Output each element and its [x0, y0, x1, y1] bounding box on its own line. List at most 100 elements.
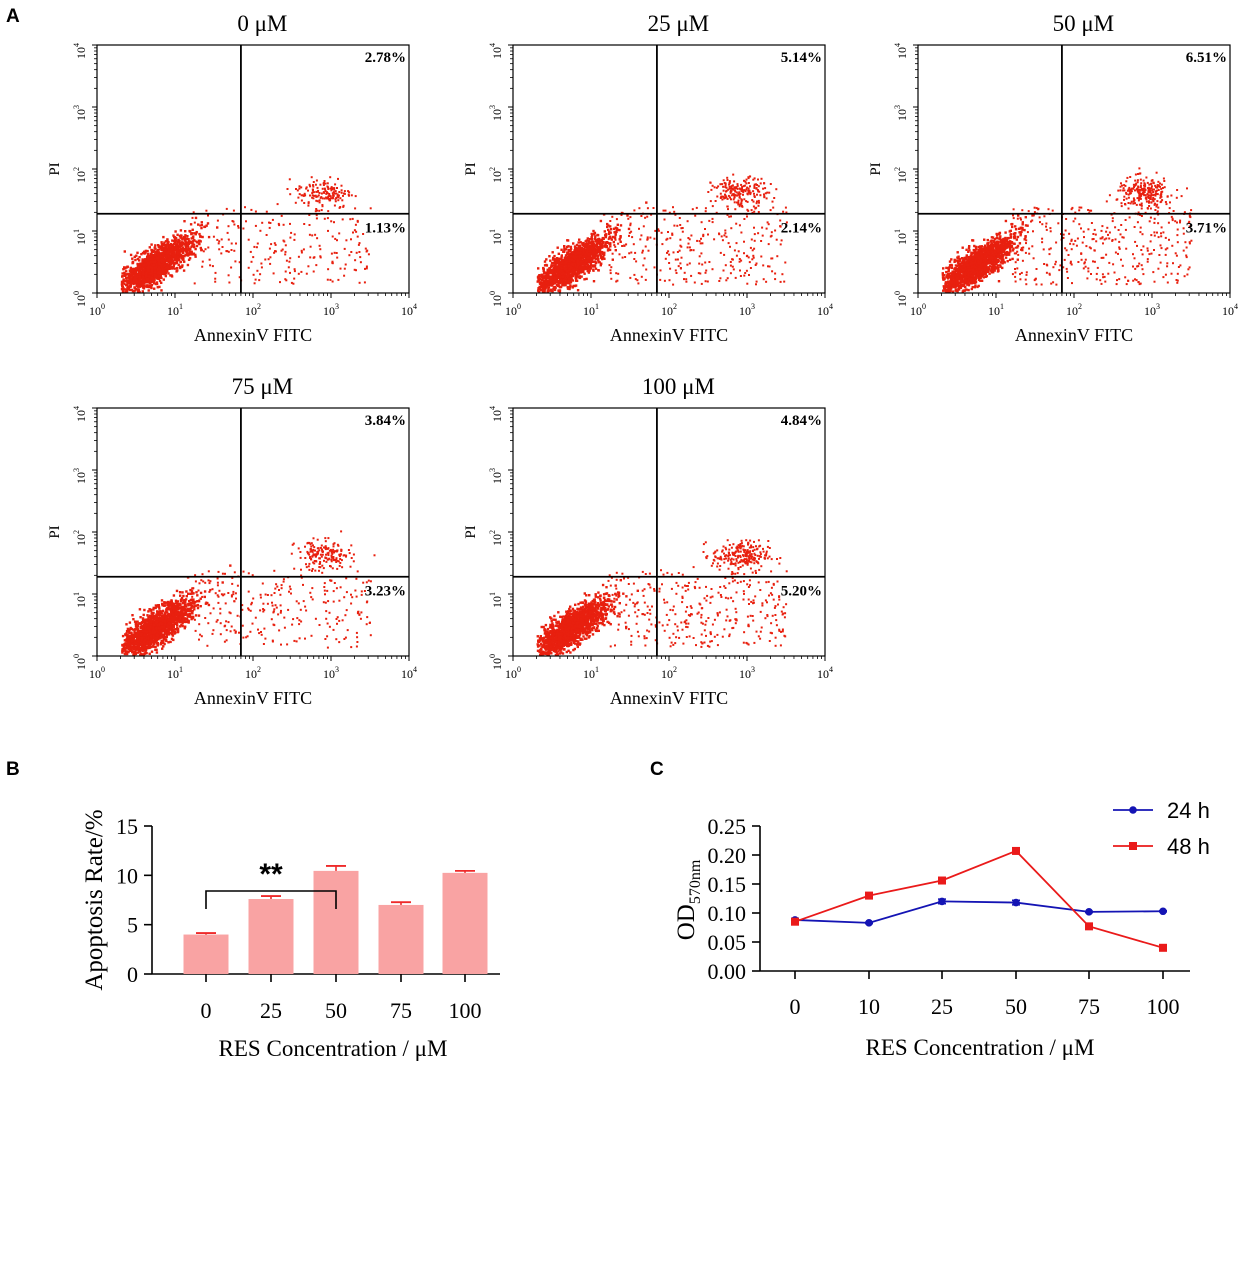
flow-dot — [585, 277, 588, 281]
flow-tick-exponent: 0 — [488, 291, 497, 295]
flow-dot — [740, 190, 743, 192]
flow-dot — [186, 241, 190, 245]
flow-dot — [341, 199, 344, 202]
flow-dot — [202, 250, 205, 253]
flow-dot — [774, 272, 777, 275]
flow-dot — [175, 239, 178, 242]
flow-y-tick-label: 103 — [488, 105, 504, 121]
flow-dot — [261, 221, 264, 224]
flow-dot — [579, 271, 583, 274]
flow-dot — [577, 246, 581, 250]
flow-dot — [133, 269, 137, 272]
flow-dot — [171, 247, 174, 250]
flow-dot — [329, 278, 332, 281]
flow-dot — [574, 277, 578, 280]
flow-dot — [161, 256, 164, 259]
flow-dot — [348, 194, 350, 197]
flow-dot — [199, 234, 202, 238]
flow-dot — [582, 259, 585, 263]
flow-dot — [769, 209, 772, 212]
flow-dot — [332, 187, 335, 190]
flow-dot — [561, 275, 565, 278]
flow-dot — [657, 229, 660, 232]
flow-plot-title: 25 μM — [648, 11, 710, 36]
flow-dot — [609, 245, 612, 248]
flow-dot — [741, 186, 744, 188]
flow-dot — [565, 269, 569, 273]
flow-dot — [614, 238, 617, 241]
flow-dot — [137, 285, 140, 288]
flow-dot — [981, 273, 984, 276]
flow-dot — [232, 209, 235, 212]
flow-dot — [557, 271, 560, 275]
flow-dot — [148, 269, 151, 273]
flow-dot — [153, 246, 156, 249]
flow-dot — [567, 279, 570, 282]
flow-dot — [289, 236, 292, 239]
flow-dot — [767, 223, 770, 226]
flow-dot — [956, 259, 959, 262]
flow-dot — [992, 263, 996, 266]
flow-dot — [572, 271, 575, 274]
flow-dot — [165, 259, 169, 263]
flow-dot — [147, 289, 150, 292]
flow-dot — [953, 276, 956, 280]
flow-dot — [549, 269, 553, 273]
flow-dot — [143, 258, 147, 261]
flow-dot — [633, 258, 636, 260]
flow-dot — [584, 257, 587, 260]
flow-dot — [208, 258, 211, 261]
flow-dot — [983, 238, 986, 241]
flow-dot — [613, 237, 617, 240]
flow-dot — [553, 254, 556, 258]
flow-dot — [173, 235, 176, 239]
flow-dot — [575, 265, 579, 269]
flow-dot — [645, 268, 648, 271]
flow-dot — [576, 270, 580, 273]
flow-dot — [612, 240, 615, 244]
flow-dot — [166, 243, 169, 246]
flow-dot — [1011, 257, 1014, 261]
flow-dot — [308, 183, 311, 186]
flow-dot — [335, 197, 338, 199]
flow-dot — [774, 278, 777, 281]
flow-dot — [235, 242, 237, 245]
flow-dot — [661, 243, 664, 246]
flow-dot — [591, 246, 594, 250]
flow-dot — [1021, 248, 1024, 252]
flow-dot — [599, 219, 603, 223]
flow-dot — [755, 183, 757, 186]
flow-dot — [163, 264, 167, 267]
flow-dot — [300, 194, 303, 197]
flow-dot — [717, 185, 720, 188]
flow-dot — [959, 262, 962, 266]
flow-dot — [158, 245, 161, 248]
flow-tick-exponent: 1 — [488, 229, 497, 233]
flow-dot — [163, 272, 166, 276]
flow-dot — [167, 247, 170, 251]
flow-dot — [587, 239, 590, 243]
flow-dot — [567, 264, 571, 268]
flow-dot — [138, 259, 141, 262]
flow-dot — [167, 245, 171, 248]
flow-dot — [163, 267, 166, 271]
flow-dot — [247, 238, 250, 241]
flow-dot — [543, 283, 547, 286]
flow-dot — [321, 197, 324, 200]
flow-dot — [1024, 216, 1027, 219]
flow-dot — [281, 248, 284, 251]
flow-dot — [972, 251, 975, 255]
flow-dot — [307, 204, 310, 207]
flow-dot — [174, 230, 177, 233]
flow-x-tick-label: 103 — [323, 302, 339, 318]
flow-dot — [563, 249, 566, 252]
flow-dot — [732, 268, 735, 271]
flow-dot — [646, 215, 649, 218]
flow-dot — [339, 267, 342, 270]
flow-dot — [569, 265, 572, 268]
flow-dot — [735, 254, 738, 257]
flow-dot — [781, 273, 784, 276]
flow-tick-exponent: 0 — [517, 302, 521, 311]
flow-dot — [344, 263, 347, 266]
flow-dot — [700, 282, 703, 285]
